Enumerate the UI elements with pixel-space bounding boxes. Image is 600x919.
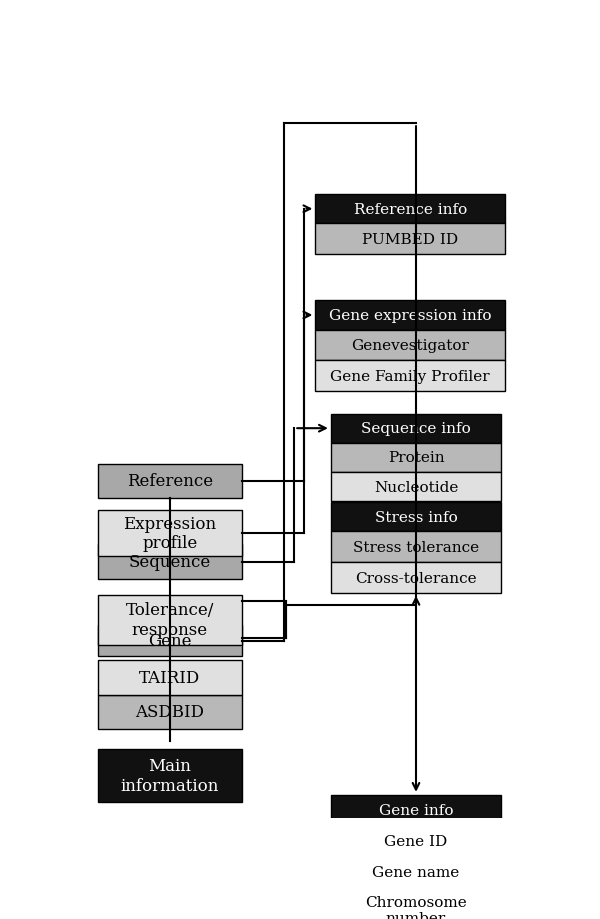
Bar [331, 414, 501, 443]
Text: PUMBED ID: PUMBED ID [362, 233, 458, 246]
Bar [315, 361, 505, 391]
Text: ASDBID: ASDBID [136, 704, 205, 720]
Bar [315, 195, 505, 224]
Text: Main
information: Main information [121, 757, 219, 794]
Bar [98, 695, 242, 730]
Text: Gene info: Gene info [379, 803, 453, 817]
Bar [98, 749, 242, 802]
Text: Gene expression info: Gene expression info [329, 309, 491, 323]
Bar [331, 503, 501, 532]
Text: Tolerance/
response: Tolerance/ response [126, 602, 214, 638]
Text: TAIRID: TAIRID [139, 669, 200, 686]
Text: Gene ID: Gene ID [385, 834, 448, 848]
Bar [98, 626, 242, 656]
Text: Protein: Protein [388, 451, 445, 465]
Text: Sequence: Sequence [129, 553, 211, 571]
Bar [315, 301, 505, 330]
Text: Stress tolerance: Stress tolerance [353, 540, 479, 554]
Text: Gene: Gene [148, 632, 191, 650]
Bar [315, 330, 505, 361]
Text: Sequence info: Sequence info [361, 422, 471, 436]
Text: Nucleotide: Nucleotide [374, 480, 458, 494]
Text: Gene Family Profiler: Gene Family Profiler [331, 369, 490, 383]
Bar [331, 825, 501, 857]
Bar [98, 595, 242, 645]
Bar [98, 464, 242, 499]
Bar [331, 562, 501, 594]
Text: Cross-tolerance: Cross-tolerance [355, 571, 477, 584]
Bar [331, 887, 501, 919]
Bar [331, 443, 501, 472]
Bar [331, 795, 501, 825]
Bar [331, 532, 501, 562]
Bar [331, 472, 501, 502]
Text: Expression
profile: Expression profile [124, 515, 217, 551]
Text: Reference: Reference [127, 473, 213, 490]
Bar [331, 857, 501, 887]
Text: Gene name: Gene name [373, 865, 460, 879]
Text: Genevestigator: Genevestigator [351, 338, 469, 353]
Bar [98, 545, 242, 580]
Text: Stress info: Stress info [374, 510, 457, 524]
Bar [315, 224, 505, 255]
Text: Chromosome
number: Chromosome number [365, 895, 467, 919]
Bar [98, 510, 242, 556]
Text: Reference info: Reference info [353, 202, 467, 217]
Bar [98, 660, 242, 695]
